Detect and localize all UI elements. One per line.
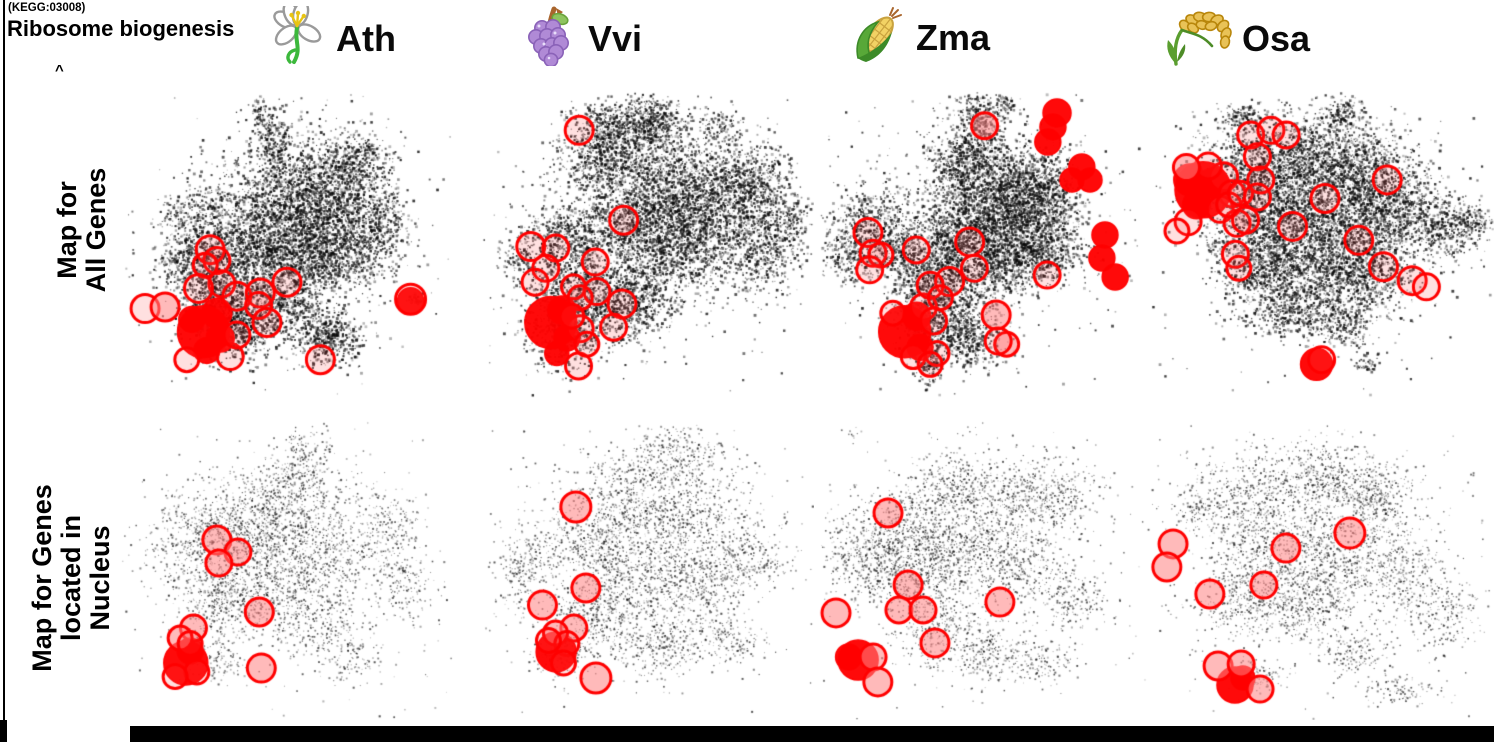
kegg-id-label: (KEGG:03008): [8, 2, 86, 14]
species-label-zma: Zma: [916, 16, 991, 58]
row-label-all-genes-line1: Map for: [52, 181, 82, 279]
row-label-nucleus-line3: Nucleus: [85, 525, 115, 631]
grapes-icon: [522, 6, 578, 71]
bottom-black-bar: [130, 726, 1494, 742]
umap-panel-osa-nucleus: [1150, 420, 1494, 720]
rice-icon: [1158, 6, 1232, 71]
bottom-left-black-notch: [0, 720, 7, 742]
umap-panel-vvi-nucleus: [480, 420, 814, 720]
row-label-nucleus-line1: Map for Genes: [27, 484, 57, 672]
row-label-all-genes-line2: All Genes: [81, 167, 111, 293]
corn-icon: [848, 6, 906, 69]
umap-panel-ath-nucleus: [120, 420, 454, 720]
species-header-osa: Osa: [1158, 6, 1310, 71]
species-label-osa: Osa: [1242, 17, 1311, 59]
umap-panel-vvi-all-genes: [480, 90, 814, 400]
row-label-nucleus-line2: located in: [56, 514, 86, 642]
row-label-all-genes: Map for All Genes: [52, 120, 111, 340]
lily-flower-icon: [268, 0, 326, 71]
stray-caret-mark: ^: [55, 62, 64, 79]
row-label-nucleus: Map for Genes located in Nucleus: [27, 458, 116, 698]
species-header-zma: Zma: [848, 6, 990, 69]
umap-panel-osa-all-genes: [1156, 90, 1494, 400]
umap-panel-zma-all-genes: [818, 90, 1158, 400]
pathway-title: Ribosome biogenesis: [7, 16, 235, 41]
left-border-line: [3, 0, 5, 726]
umap-panel-zma-nucleus: [818, 420, 1158, 720]
umap-panel-ath-all-genes: [120, 90, 454, 400]
species-header-ath: Ath: [268, 0, 396, 71]
species-label-vvi: Vvi: [588, 17, 643, 59]
species-header-vvi: Vvi: [522, 6, 642, 71]
species-label-ath: Ath: [336, 17, 396, 59]
